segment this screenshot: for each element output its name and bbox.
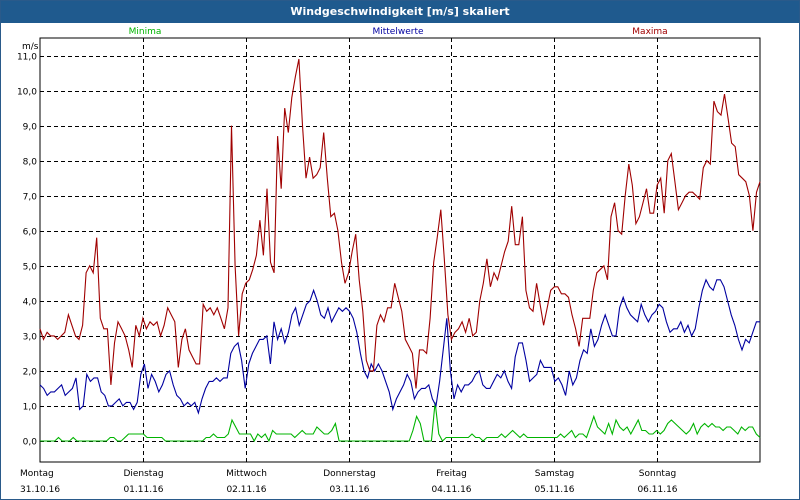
y-axis-unit-label: m/s	[22, 42, 39, 52]
x-date-label: 01.11.16	[123, 485, 163, 495]
window-title: Windgeschwindigkeit [m/s] skaliert	[1, 1, 799, 23]
series-line-mittelwerte	[39, 278, 760, 415]
y-tick-label: 9,0	[23, 123, 38, 133]
x-date-label: 03.11.16	[329, 485, 369, 495]
legend-minima: Minima	[129, 27, 162, 37]
x-day-label: Freitag	[436, 469, 467, 479]
y-tick-label: 10,0	[17, 88, 37, 98]
x-day-label: Sonntag	[639, 469, 676, 479]
x-date-label: 05.11.16	[534, 485, 574, 495]
legend-maxima: Maxima	[632, 27, 667, 37]
y-tick-label: 0,0	[23, 438, 38, 448]
x-date-label: 04.11.16	[431, 485, 471, 495]
x-day-label: Samstag	[535, 469, 574, 479]
y-tick-label: 5,0	[23, 263, 38, 273]
series-line-minima	[40, 402, 761, 443]
x-day-label: Donnerstag	[323, 469, 376, 479]
y-tick-label: 2,0	[23, 368, 38, 378]
y-tick-label: 3,0	[23, 333, 38, 343]
y-tick-label: 1,0	[23, 403, 38, 413]
plot-frame	[39, 37, 761, 463]
legend-mittelwerte: Mittelwerte	[372, 27, 423, 37]
x-day-label: Dienstag	[123, 469, 163, 479]
y-tick-label: 6,0	[23, 228, 38, 238]
x-date-label: 02.11.16	[226, 485, 266, 495]
y-tick-label: 11,0	[17, 53, 37, 63]
x-day-label: Mittwoch	[226, 469, 267, 479]
y-tick-label: 4,0	[23, 298, 38, 308]
x-date-label: 31.10.16	[20, 485, 60, 495]
x-date-label: 06.11.16	[637, 485, 677, 495]
y-tick-label: 8,0	[23, 158, 38, 168]
x-day-label: Montag	[20, 469, 54, 479]
y-tick-label: 7,0	[23, 193, 38, 203]
series-line-maxima	[39, 58, 761, 389]
